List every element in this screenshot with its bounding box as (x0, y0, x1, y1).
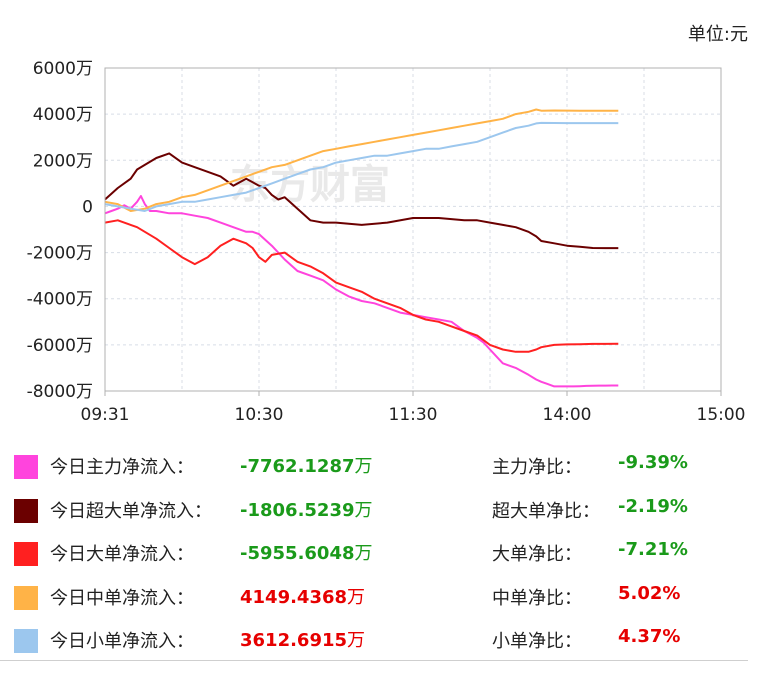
legend-row-super-large: 今日超大单净流入： -1806.5239万 超大单净比： -2.19% (14, 490, 744, 534)
small-value: 3612.6915万 (240, 630, 366, 651)
legend-row-small: 今日小单净流入： 3612.6915万 小单净比： 4.37% (14, 620, 744, 664)
y-tick-label: 6000万 (33, 59, 93, 79)
large-ratio-label: 大单净比： (492, 544, 582, 565)
y-tick-label: -8000万 (27, 382, 93, 402)
main-ratio-value: -9.39% (618, 452, 688, 473)
legend-row-medium: 今日中单净流入： 4149.4368万 中单净比： 5.02% (14, 577, 744, 621)
super-large-ratio-value: -2.19% (618, 495, 688, 517)
medium-value: 4149.4368万 (240, 586, 366, 608)
small-color-swatch (14, 629, 38, 653)
large-ratio-value: -7.21% (618, 539, 688, 560)
y-tick-label: 4000万 (33, 105, 93, 125)
y-tick-label: 2000万 (33, 151, 93, 171)
main-label: 今日主力净流入： (50, 457, 194, 478)
super-large-label: 今日超大单净流入： (50, 500, 212, 522)
series-line-3 (104, 108, 619, 212)
y-tick-label: -4000万 (27, 290, 93, 310)
medium-ratio-value: 5.02% (618, 582, 681, 604)
super-large-color-swatch (14, 498, 38, 523)
super-large-ratio-label: 超大单净比： (492, 500, 600, 522)
series-line-2 (104, 219, 619, 353)
y-tick-label: -6000万 (27, 336, 93, 356)
x-tick-label: 14:00 (543, 405, 592, 425)
x-tick-label: 11:30 (389, 405, 438, 425)
bottom-divider (0, 660, 748, 661)
small-ratio-label: 小单净比： (492, 631, 582, 652)
x-axis-ticks: 09:31 10:30 11:30 14:00 15:00 (81, 391, 746, 425)
y-tick-label: -2000万 (27, 244, 93, 264)
series-line-1 (104, 152, 619, 250)
large-label: 今日大单净流入： (50, 544, 194, 565)
chart-series (104, 108, 619, 388)
small-label: 今日小单净流入： (50, 631, 194, 652)
medium-ratio-label: 中单净比： (492, 587, 582, 609)
chart-grid (105, 67, 721, 392)
medium-color-swatch (14, 585, 38, 610)
plot-frame (104, 67, 722, 392)
unit-label: 单位:元 (687, 24, 748, 45)
fund-flow-chart: 东方财富 6000万4000万2000万0-2000万-4000万-6000万-… (27, 59, 746, 425)
x-tick-label: 09:31 (81, 405, 130, 425)
medium-label: 今日中单净流入： (50, 587, 194, 609)
main-color-swatch (14, 455, 38, 479)
small-ratio-value: 4.37% (618, 626, 681, 647)
x-tick-label: 15:00 (697, 405, 746, 425)
large-value: -5955.6048万 (240, 543, 373, 564)
y-axis-ticks: 6000万 4000万 2000万 0 -2000万 -4000万 -6000万 -8000万 (27, 59, 93, 402)
legend-row-large: 今日大单净流入： -5955.6048万 大单净比： -7.21% (14, 533, 744, 577)
super-large-value: -1806.5239万 (240, 499, 373, 521)
main-value: -7762.1287万 (240, 456, 373, 477)
x-tick-label: 10:30 (235, 405, 284, 425)
legend-row-main: 今日主力净流入： -7762.1287万 主力净比： -9.39% (14, 446, 744, 490)
series-line-0 (104, 195, 619, 388)
y-tick-label: 0 (82, 197, 93, 217)
legend: 今日主力净流入： -7762.1287万 主力净比： -9.39% 今日超大单净… (14, 446, 744, 664)
series-line-4 (104, 121, 619, 212)
large-color-swatch (14, 542, 38, 566)
main-ratio-label: 主力净比： (492, 457, 582, 478)
